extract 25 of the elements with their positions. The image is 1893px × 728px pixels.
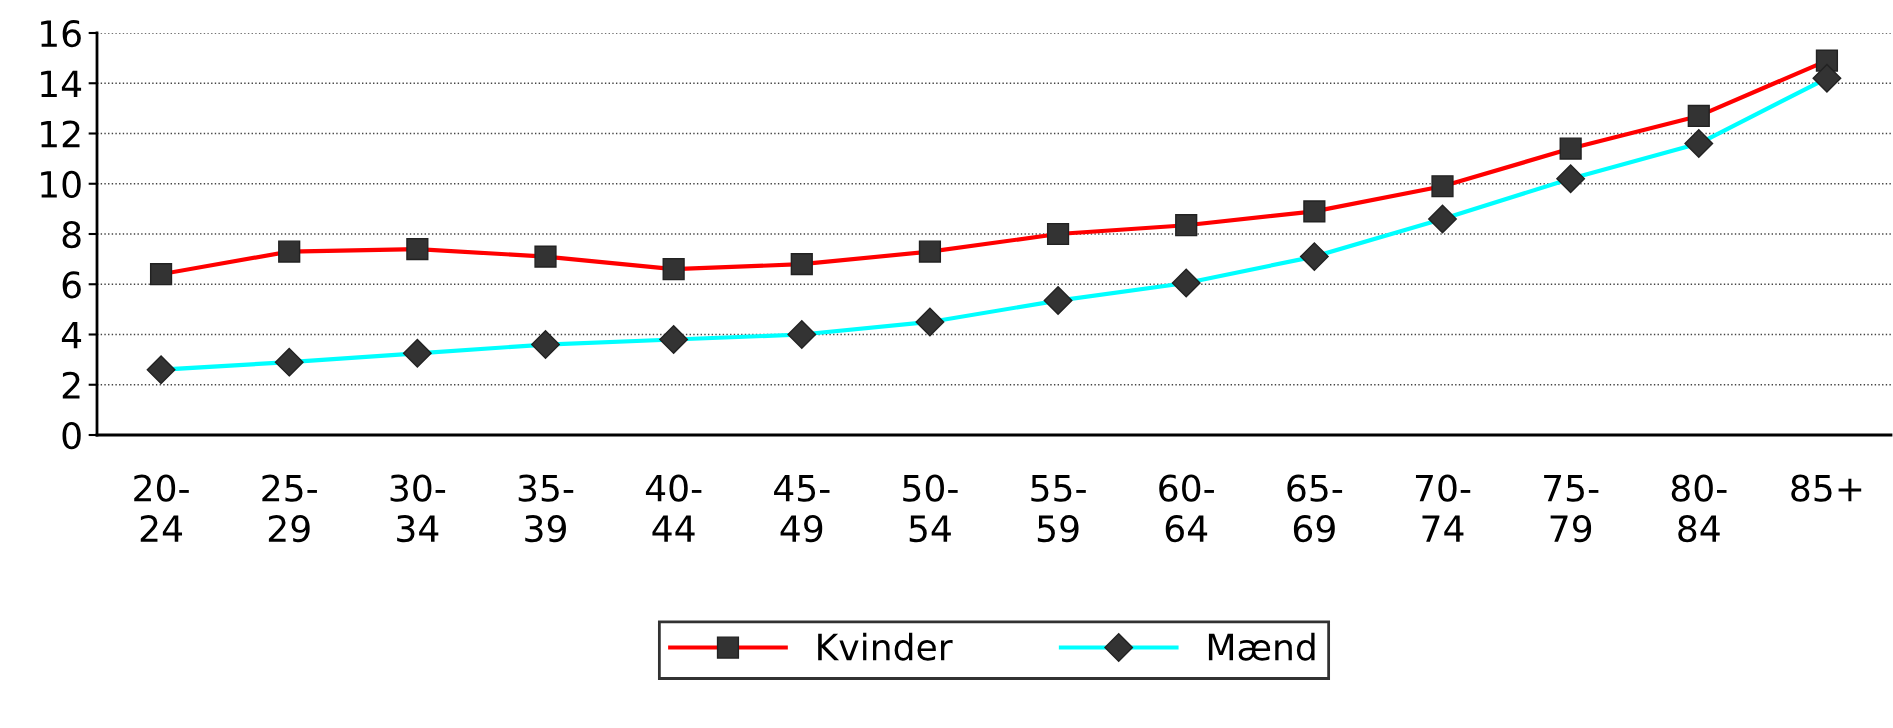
x-tick-label: 55- 59 [1031,475,1086,543]
x-tick-label: 35- 39 [518,474,574,543]
legend-label: Kvinder [818,632,953,661]
x-tick-label: 25- 29 [262,474,317,543]
x-tick-label: 20- 24 [134,474,189,542]
y-tick-label: 0 [62,421,81,450]
y-tick-label: 8 [62,220,81,249]
y-tick-label: 6 [62,271,81,299]
x-tick-label: 65- 69 [1287,474,1343,543]
x-tick-label: 40- 44 [645,474,702,542]
x-tick-label: 75- 79 [1544,475,1599,543]
x-tick-label: 45- 49 [774,475,830,543]
x-tick-label: 85+ [1791,474,1862,502]
y-tick-label: 2 [62,371,80,399]
x-tick-label: 50- 54 [903,474,958,543]
x-tick-label: 70- 74 [1415,474,1471,542]
y-tick-label: 12 [41,120,80,148]
x-tick-label: 80- 84 [1671,474,1727,543]
y-tick-label: 10 [41,170,81,198]
y-tick-label: 14 [41,70,82,97]
legend-label: Mænd [1208,632,1315,661]
y-tick-label: 16 [41,19,81,48]
x-tick-label: 30- 34 [390,474,446,543]
y-tick-label: 4 [61,321,82,349]
x-tick-label: 60- 64 [1159,474,1214,543]
